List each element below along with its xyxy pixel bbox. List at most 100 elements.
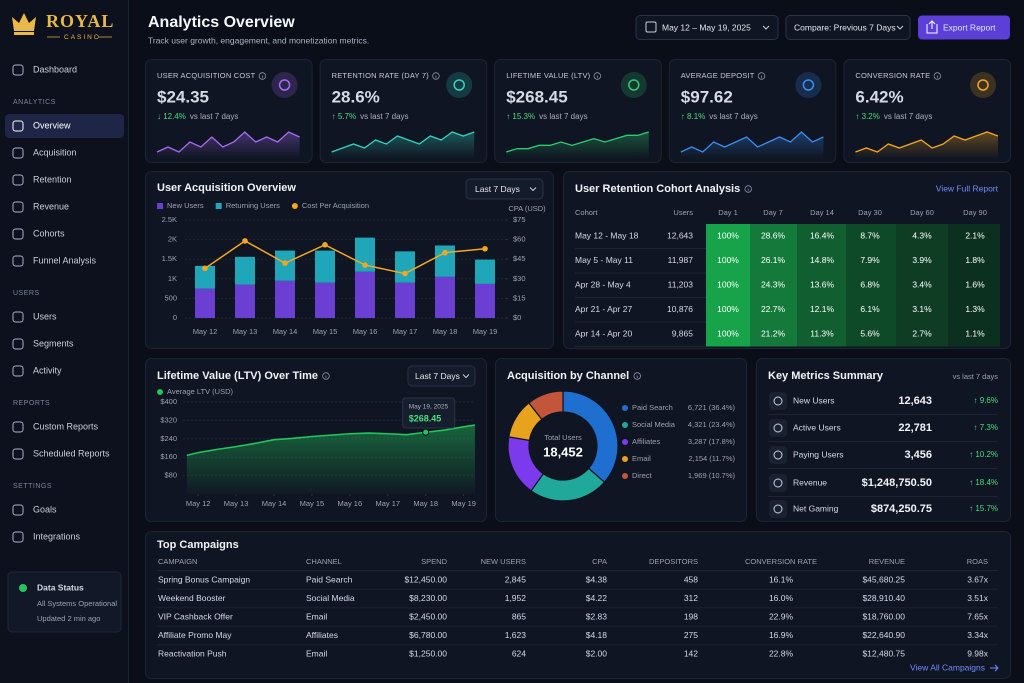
panel: User Acquisition Overview Last 7 Days New … (145, 171, 554, 349)
retention-value: 2.1% (965, 231, 985, 241)
kpi-icon-glyph (278, 79, 291, 91)
page-subtitle: Track user growth, engagement, and monet… (148, 35, 369, 45)
campaign-cell: 1,952 (505, 593, 527, 603)
cohort-cell (846, 297, 896, 322)
nav-label: Custom Reports (33, 421, 99, 431)
legend-label: Cost Per Acquisition (302, 201, 369, 210)
kpi-icon (446, 72, 473, 98)
nav-item[interactable]: Acquisition (12, 147, 77, 159)
nav-item[interactable]: Segments (12, 338, 74, 350)
cpa-point (402, 270, 408, 277)
brand-logo: ROYAL CASINO (12, 11, 113, 41)
export-label: Export Report (943, 22, 996, 32)
nav-item[interactable]: Goals (12, 504, 57, 516)
filter-button[interactable]: Last 7 Days (407, 365, 476, 387)
cohort-cell (706, 224, 750, 249)
bar-segment (395, 251, 415, 283)
y-tick-label: 0 (173, 313, 177, 322)
kpi-note: vs last 7 days (709, 112, 757, 121)
bar-segment (315, 250, 335, 283)
kpi-icon-glyph (802, 79, 815, 91)
nav-icon (12, 448, 24, 460)
nav-item[interactable]: Activity (12, 365, 62, 377)
view-full-report-link[interactable]: View Full Report (936, 183, 999, 193)
nav-item[interactable]: Custom Reports (12, 421, 99, 433)
sparkline (855, 131, 999, 153)
nav-item[interactable]: Scheduled Reports (12, 448, 110, 460)
status-box: Data Status All Systems Operational Upda… (7, 571, 122, 633)
legend-swatch (157, 203, 163, 209)
campaign-cell: Affiliate Promo May (158, 630, 232, 640)
kpi-value: 6.42% (855, 87, 903, 106)
campaign-cell: 3.34x (967, 630, 989, 640)
legend-label: Social Media (632, 420, 676, 429)
donut-segment (527, 390, 564, 421)
nav-item[interactable]: Overview (5, 114, 124, 138)
campaign-cell: 1,623 (505, 630, 527, 640)
cohort-text: 11,203 (668, 280, 694, 290)
filter-button[interactable]: Last 7 Days (465, 178, 544, 200)
y-tick-label: $240 (160, 434, 177, 443)
nav-label: Dashboard (33, 64, 77, 74)
sparkline (331, 131, 475, 153)
kpi-change: ↑ 5.7% (332, 112, 356, 121)
panel-frame (145, 531, 1011, 679)
metric-icon-glyph (773, 478, 783, 488)
nav-section-heading: ANALYTICS (13, 99, 56, 106)
nav-icon (12, 120, 24, 132)
y2-tick-label: $0 (513, 313, 521, 322)
column-header: CONVERSION RATE (745, 557, 817, 566)
nav-item[interactable]: Revenue (12, 201, 69, 213)
legend-swatch (291, 203, 298, 209)
cohort-cell (750, 248, 797, 273)
nav-item[interactable]: Users (12, 311, 57, 323)
info-icon (744, 185, 752, 193)
kpi-icon-glyph (977, 79, 989, 91)
view-all-campaigns[interactable]: View All Campaigns (910, 662, 999, 672)
status-dot (19, 584, 27, 592)
column-header: Day 14 (810, 208, 834, 217)
cpa-point (322, 242, 328, 248)
cohort-cell (896, 297, 948, 322)
nav-item[interactable]: Cohorts (12, 228, 65, 240)
export-button[interactable]: Export Report (918, 15, 1010, 40)
kpi-value: 28.6% (332, 87, 380, 106)
nav-item[interactable]: Funnel Analysis (12, 255, 97, 267)
button-frame (918, 15, 1010, 40)
info-ring (322, 372, 330, 380)
bar-segment (315, 282, 335, 318)
retention-value: 6.8% (860, 280, 880, 290)
date-range-button[interactable]: May 12 – May 19, 2025 (635, 15, 779, 40)
nav-icon (12, 201, 24, 213)
campaign-cell: Social Media (306, 593, 355, 603)
nav-item[interactable]: Retention (12, 174, 72, 186)
kpi-label: LIFETIME VALUE (LTV) (506, 71, 590, 80)
info-ring (432, 72, 440, 80)
campaign-cell: Affiliates (306, 630, 338, 640)
donut-center-value: 18,452 (543, 444, 583, 459)
retention-value: 24.3% (761, 280, 786, 290)
y-tick-label: 1K (168, 274, 177, 283)
retention-value: 13.6% (810, 280, 835, 290)
brand-tagline: CASINO (64, 34, 101, 41)
retention-value: 5.6% (860, 329, 880, 339)
nav-item[interactable]: Integrations (12, 531, 81, 543)
legend-swatch (215, 203, 222, 209)
x-tick-label: May 18 (413, 499, 438, 508)
nav-item[interactable]: Dashboard (12, 64, 77, 76)
cohort-text: 11,987 (668, 255, 694, 265)
campaign-cell: $1,250.00 (409, 648, 447, 658)
info-ring (258, 72, 267, 80)
legend-label: Affiliates (632, 437, 660, 446)
y-tick-label: $80 (164, 471, 177, 480)
kpi-label: AVERAGE DEPOSIT (681, 71, 755, 80)
cohort-cell (797, 248, 846, 273)
y2-tick-label: $60 (513, 235, 526, 244)
retention-value: 100% (717, 280, 739, 290)
kpi-icon (795, 72, 822, 98)
sparkline (156, 131, 300, 153)
compare-button[interactable]: Compare: Previous 7 Days (785, 15, 911, 40)
column-header: DEPOSITORS (649, 557, 698, 566)
nav-icon (12, 255, 24, 267)
cpa-point (442, 249, 448, 256)
